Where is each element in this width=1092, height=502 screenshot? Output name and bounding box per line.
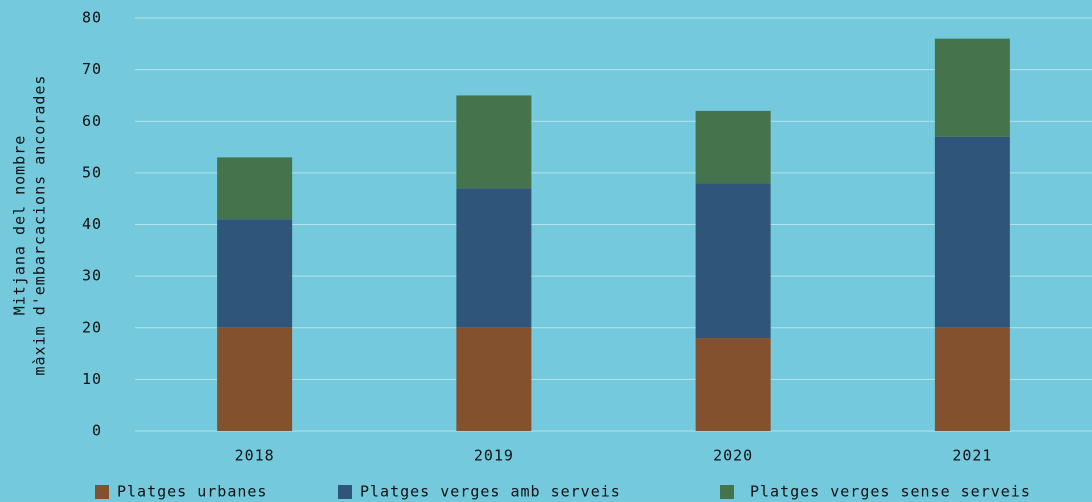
legend-label: Platges verges amb serveis: [360, 483, 621, 501]
x-tick-label: 2018: [235, 447, 275, 465]
legend-swatch: [95, 485, 109, 499]
y-tick-label: 40: [82, 215, 102, 233]
bar-segment: [695, 110, 771, 184]
y-axis-label: màxim d'embarcacions ancorades: [31, 75, 49, 376]
y-tick-label: 60: [82, 112, 102, 130]
legend-swatch: [720, 485, 734, 499]
y-tick-label: 70: [82, 60, 102, 78]
bar-segment: [217, 157, 293, 220]
bar-segment: [456, 327, 532, 431]
bar-segment: [934, 136, 1010, 328]
x-tick-label: 2021: [952, 447, 992, 465]
y-tick-label: 0: [92, 422, 102, 440]
y-tick-label: 30: [82, 267, 102, 285]
legend-label: Platges urbanes: [117, 483, 267, 501]
y-tick-label: 80: [82, 9, 102, 27]
x-tick-label: 2019: [474, 447, 514, 465]
bar-segment: [934, 327, 1010, 431]
bar-segment: [695, 183, 771, 339]
y-tick-label: 50: [82, 163, 102, 181]
y-axis-label: Mitjana del nombre: [11, 135, 29, 316]
legend-swatch: [338, 485, 352, 499]
bar-segment: [695, 338, 771, 431]
bar-segment: [456, 95, 532, 189]
bar-segment: [456, 188, 532, 328]
y-tick-label: 10: [82, 370, 102, 388]
y-tick-label: 20: [82, 318, 102, 336]
bar-segment: [217, 219, 293, 328]
legend-label: Platges verges sense serveis: [750, 483, 1031, 501]
x-tick-label: 2020: [713, 447, 753, 465]
bar-segment: [934, 38, 1010, 137]
bar-segment: [217, 327, 293, 431]
